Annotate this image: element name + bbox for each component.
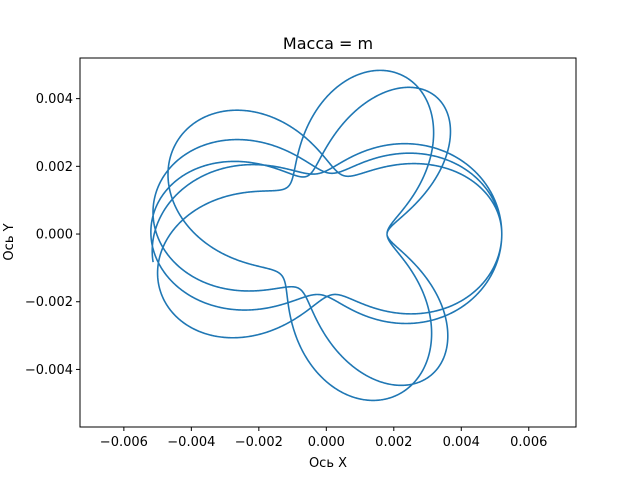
x-tick-label: 0.004 — [443, 435, 480, 450]
chart-title: Масса = m — [283, 34, 373, 53]
y-tick-label: 0.000 — [36, 228, 73, 243]
x-tick-label: 0.006 — [510, 435, 547, 450]
x-axis-label: Ось X — [309, 456, 347, 471]
y-tick-label: −0.004 — [25, 363, 73, 378]
y-tick-label: 0.004 — [36, 92, 73, 107]
x-tick-label: −0.006 — [100, 435, 148, 450]
x-tick-label: −0.002 — [235, 435, 283, 450]
x-tick-label: −0.004 — [167, 435, 215, 450]
x-axis: −0.006 −0.004 −0.002 0.000 0.002 0.004 0.006 — [100, 427, 547, 450]
x-tick-label: 0.000 — [308, 435, 345, 450]
axes-frame — [79, 57, 577, 428]
plot-area — [79, 57, 577, 428]
y-tick-label: −0.002 — [25, 295, 73, 310]
y-axis-label: Ось Y — [2, 223, 17, 260]
series-layer — [150, 69, 503, 402]
y-tick-label: 0.002 — [36, 160, 73, 175]
y-axis: −0.004 −0.002 0.000 0.002 0.004 — [25, 92, 80, 378]
trajectory-line — [150, 69, 503, 402]
x-tick-label: 0.002 — [375, 435, 412, 450]
